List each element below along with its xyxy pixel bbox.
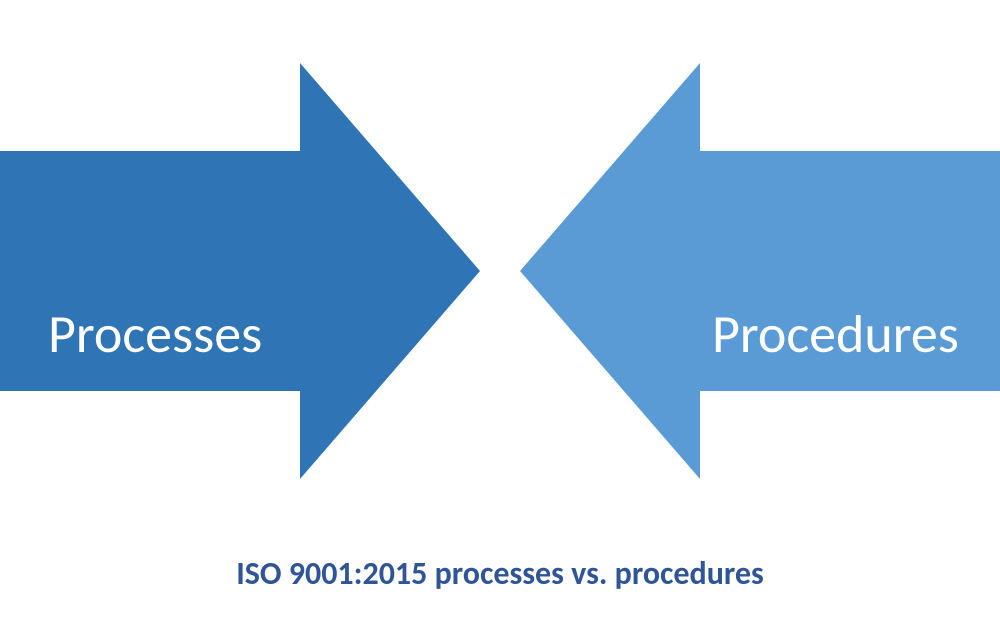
diagram-caption: ISO 9001:2015 processes vs. procedures — [0, 554, 1000, 593]
diagram-canvas: Processes Procedures ISO 9001:2015 proce… — [0, 0, 1000, 628]
arrow-processes: Processes — [0, 63, 480, 479]
arrow-left-icon — [520, 63, 1000, 479]
arrow-procedures: Procedures — [520, 63, 1000, 479]
arrow-right-icon — [0, 63, 480, 479]
